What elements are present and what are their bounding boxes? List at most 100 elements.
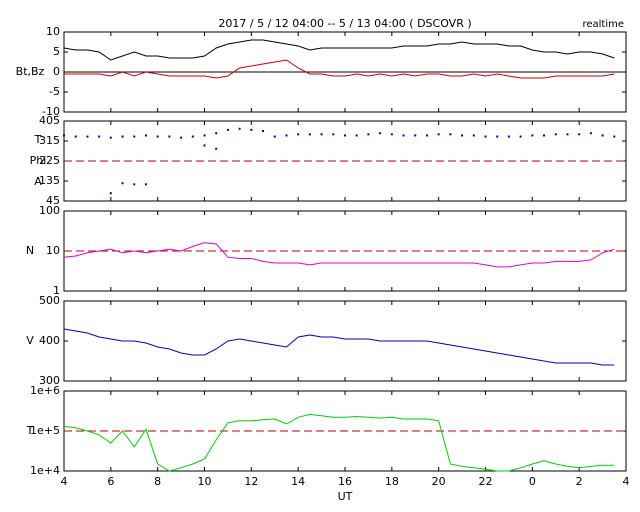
x-axis-label: UT	[338, 490, 353, 503]
y-axis-label: V	[26, 334, 34, 347]
data-point	[332, 133, 335, 136]
data-line	[64, 59, 615, 79]
data-point	[297, 133, 300, 136]
data-point	[215, 147, 218, 150]
y-tick-label: 405	[39, 114, 60, 127]
data-line	[63, 413, 615, 472]
y-tick-label: 0	[53, 65, 60, 78]
y-tick-label: 10	[46, 244, 60, 257]
data-point	[390, 133, 393, 136]
data-point	[308, 133, 311, 136]
data-point	[144, 134, 147, 137]
data-point	[262, 130, 265, 132]
x-tick-label: 18	[385, 475, 399, 488]
data-point	[507, 135, 510, 138]
data-point	[531, 134, 534, 137]
x-tick-label: 6	[107, 475, 114, 488]
data-point	[109, 136, 112, 139]
y-tick-label: -10	[42, 105, 60, 118]
data-point	[367, 133, 370, 136]
data-point	[74, 135, 77, 138]
x-tick-label: 4	[61, 475, 68, 488]
data-point	[121, 182, 124, 185]
data-line	[63, 39, 615, 61]
x-tick-label: 22	[479, 475, 493, 488]
y-tick-label: 1e+5	[30, 424, 60, 437]
data-point	[273, 135, 276, 138]
x-tick-label: 20	[432, 475, 446, 488]
data-point	[250, 128, 253, 131]
data-point	[156, 135, 159, 138]
data-point	[519, 135, 522, 138]
panel-frame	[63, 300, 627, 382]
y-tick-label: 225	[39, 154, 60, 167]
data-point	[578, 133, 581, 136]
subtitle: realtime	[582, 19, 624, 30]
y-tick-label: 1e+6	[30, 384, 60, 397]
data-point	[133, 135, 136, 138]
data-point	[168, 135, 171, 138]
data-point	[226, 128, 229, 131]
data-point	[121, 135, 124, 138]
y-tick-label: 1	[53, 284, 60, 297]
data-point	[86, 135, 89, 138]
data-point	[344, 134, 346, 137]
data-point	[589, 132, 592, 135]
y-tick-label: 1e+4	[30, 464, 60, 477]
y-tick-label: -5	[49, 85, 60, 98]
y-tick-label: 5	[53, 45, 60, 58]
data-point	[63, 134, 65, 137]
data-point	[496, 135, 499, 138]
y-tick-label: 300	[39, 374, 60, 387]
data-point	[613, 135, 616, 138]
data-point	[320, 133, 323, 136]
data-point	[437, 133, 440, 136]
data-point	[109, 192, 112, 195]
x-tick-label: 16	[338, 475, 352, 488]
data-point	[461, 134, 464, 137]
data-point	[98, 135, 101, 138]
data-point	[180, 136, 183, 139]
chart-title: 2017 / 5 / 12 04:00 -- 5 / 13 04:00 ( DS…	[218, 17, 471, 30]
data-point	[554, 133, 557, 136]
data-point	[238, 127, 241, 130]
y-axis-label: Phi	[30, 154, 47, 167]
data-point	[191, 135, 194, 138]
x-tick-label: 4	[623, 475, 630, 488]
x-tick-label: 0	[529, 475, 536, 488]
data-point	[566, 133, 569, 136]
y-tick-label: 315	[39, 134, 60, 147]
y-axis-label: T	[26, 424, 34, 437]
y-axis-label: Bt,Bz	[16, 65, 45, 78]
data-point	[425, 134, 428, 137]
x-tick-label: 2	[576, 475, 583, 488]
x-tick-label: 8	[154, 475, 161, 488]
y-tick-label: 100	[39, 204, 60, 217]
data-point	[203, 134, 206, 137]
data-point	[449, 133, 452, 136]
y-axis-label: N	[26, 244, 34, 257]
data-point	[472, 134, 475, 137]
data-point	[484, 135, 487, 138]
x-tick-label: 14	[291, 475, 305, 488]
y-tick-label: 135	[39, 174, 60, 187]
y-tick-label: 400	[39, 334, 60, 347]
data-point	[601, 134, 604, 137]
data-point	[215, 132, 218, 135]
data-line	[63, 242, 615, 268]
data-point	[355, 134, 358, 137]
data-point	[402, 134, 405, 137]
data-point	[414, 134, 417, 137]
data-line	[63, 328, 615, 366]
data-point	[285, 134, 288, 137]
data-point	[133, 183, 136, 186]
y-tick-label: 10	[46, 25, 60, 38]
x-tick-label: 12	[244, 475, 258, 488]
data-point	[543, 134, 546, 137]
x-tick-label: 10	[198, 475, 212, 488]
data-point	[379, 132, 382, 135]
data-point	[144, 183, 147, 186]
y-tick-label: 45	[46, 194, 60, 207]
data-point	[203, 144, 206, 147]
